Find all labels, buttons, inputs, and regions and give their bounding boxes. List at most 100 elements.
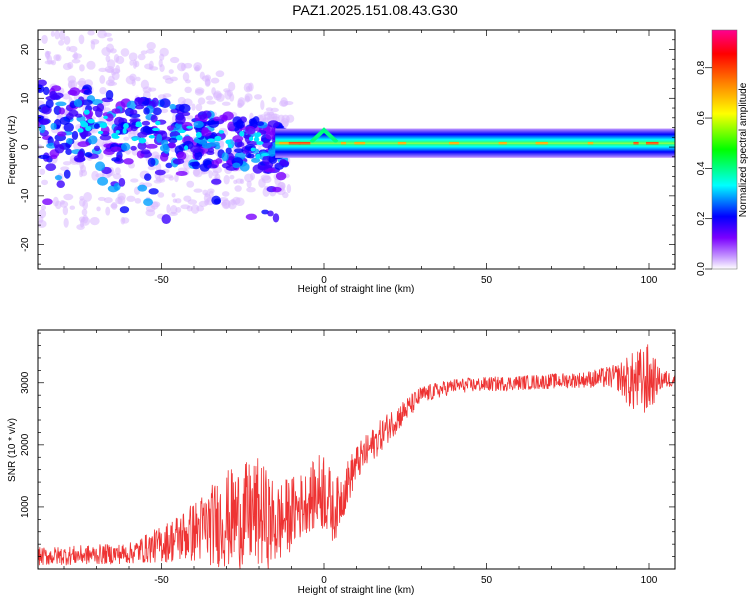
spectral-speckle	[117, 192, 126, 201]
spectral-speckle	[120, 216, 126, 225]
spectral-peak	[111, 132, 119, 139]
y-tick-label: 3000	[20, 371, 31, 394]
spectral-peak	[248, 136, 254, 142]
spectral-blob	[73, 154, 86, 163]
spectral-peak	[218, 130, 225, 134]
spectral-peak	[103, 115, 108, 120]
snr-series-line	[38, 344, 675, 569]
x-tick-label: 0	[321, 575, 327, 586]
spectral-speckle	[193, 188, 203, 193]
x-tick-label: 50	[481, 275, 493, 286]
spectral-speckle	[208, 170, 213, 179]
spectral-blob	[129, 118, 141, 123]
spectral-speckle	[199, 71, 205, 80]
spectral-speckle	[46, 50, 52, 56]
spectral-blob	[38, 154, 50, 160]
colorbar-ticks: 0.0 0.2 0.4 0.6 0.8	[696, 60, 712, 276]
spectral-speckle	[41, 34, 48, 44]
spectral-speckle	[97, 30, 107, 39]
spectral-blob	[118, 177, 126, 187]
spectral-blob	[56, 180, 65, 188]
spectral-blob	[59, 116, 71, 125]
spectral-blob	[152, 107, 162, 116]
spectral-speckle	[103, 32, 112, 37]
spectral-peak	[83, 109, 90, 115]
spectral-blob	[104, 113, 114, 122]
spectral-blob	[169, 103, 177, 110]
spectrogram-ticks: -50 0 50 100 -20 -10 0 10 20	[20, 29, 675, 286]
spectral-blob	[244, 134, 252, 144]
spectral-speckle	[63, 217, 69, 228]
x-tick-label: 0	[321, 275, 327, 286]
spectral-speckle	[162, 75, 171, 81]
spectral-peak	[152, 127, 160, 132]
spectral-speckle	[227, 199, 237, 210]
spectral-speckle	[55, 54, 62, 62]
spectral-speckle	[271, 96, 277, 103]
spectral-speckle	[115, 167, 121, 175]
spectral-speckle	[130, 178, 139, 183]
spectral-speckle	[106, 68, 115, 73]
spectral-speckle	[83, 191, 92, 202]
spectral-speckle	[246, 86, 251, 91]
spectral-blob	[83, 89, 93, 95]
spectral-speckle	[140, 79, 150, 90]
spectral-speckle	[109, 48, 117, 54]
spectral-blob	[279, 158, 287, 165]
spectral-blob	[191, 161, 201, 170]
spectral-speckle	[131, 79, 136, 87]
spectral-blob	[135, 104, 145, 110]
spectrogram-heatmap	[38, 11, 675, 230]
spectral-speckle	[170, 205, 178, 215]
spectral-speckle	[221, 201, 228, 206]
spectral-speckle	[69, 205, 76, 210]
spectral-speckle	[239, 178, 245, 185]
figure-title: PAZ1.2025.151.08.43.G30	[292, 2, 458, 18]
carrier-bump	[309, 127, 339, 144]
spectral-blob	[68, 109, 79, 117]
spectral-blob	[211, 178, 222, 185]
spectral-speckle	[59, 11, 68, 19]
spectral-speckle	[263, 111, 271, 117]
spectral-speckle	[159, 47, 169, 57]
spectral-speckle	[90, 40, 96, 50]
spectral-blob	[99, 134, 112, 141]
spectral-blob	[156, 133, 163, 143]
spectral-blob	[225, 147, 232, 154]
spectral-blob	[111, 157, 121, 162]
y-tick-label: 20	[20, 44, 31, 56]
spectral-blob	[141, 120, 151, 126]
spectral-blob	[143, 173, 152, 181]
spectral-blob	[120, 142, 131, 151]
spectral-speckle	[194, 66, 200, 72]
spectral-speckle	[174, 173, 179, 183]
spectral-speckle	[180, 62, 186, 71]
spectral-blob	[154, 169, 166, 176]
x-tick-label: -50	[154, 275, 169, 286]
spectral-speckle	[82, 200, 89, 210]
spectral-peak	[135, 121, 142, 127]
spectral-blob	[176, 151, 187, 161]
y-tick-label: 10	[20, 92, 31, 104]
y-tick-label: 2000	[20, 433, 31, 456]
spectral-speckle	[280, 118, 290, 127]
spectral-speckle	[198, 200, 208, 207]
spectral-blob	[159, 98, 171, 108]
spectral-speckle	[101, 47, 111, 56]
spectral-blob	[148, 188, 159, 195]
spectral-blob	[54, 174, 63, 181]
spectral-speckle	[39, 168, 46, 175]
spectral-speckle	[260, 100, 265, 110]
spectral-blob	[50, 122, 57, 131]
spectral-blob	[110, 146, 122, 152]
spectral-speckle	[146, 48, 155, 54]
spectral-speckle	[159, 64, 165, 73]
spectral-speckle	[244, 95, 251, 103]
spectral-blob	[172, 158, 185, 165]
spectral-peak	[155, 120, 161, 126]
spectral-speckle	[123, 136, 130, 141]
spectral-speckle	[44, 21, 48, 27]
spectral-blob	[211, 195, 221, 205]
spectral-blob	[190, 145, 202, 154]
